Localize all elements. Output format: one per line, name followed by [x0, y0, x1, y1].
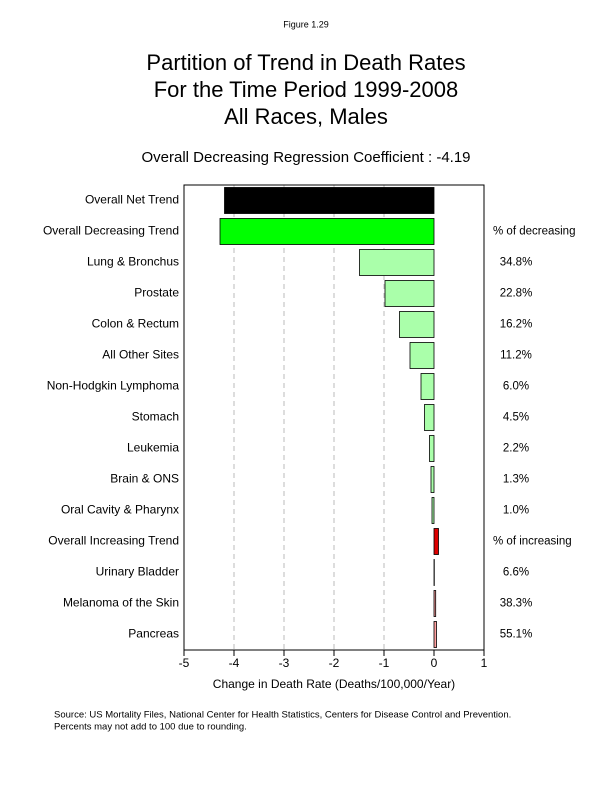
- y-tick-label: Urinary Bladder: [96, 565, 179, 579]
- y-tick-label: All Other Sites: [102, 348, 179, 362]
- y-tick-label: Pancreas: [128, 627, 179, 641]
- x-tick-label: -1: [379, 656, 390, 670]
- bar: [399, 311, 435, 338]
- share-label: 2.2%: [503, 443, 529, 455]
- x-tick-label: -5: [179, 656, 190, 670]
- bar: [224, 187, 435, 214]
- footnote: Source: US Mortality Files, National Cen…: [54, 710, 511, 721]
- bar: [219, 218, 435, 245]
- y-tick-label: Overall Net Trend: [85, 193, 179, 207]
- share-label: % of increasing: [493, 536, 572, 548]
- bar: [420, 373, 435, 400]
- share-label: 6.0%: [503, 381, 529, 393]
- y-tick-label: Lung & Bronchus: [87, 255, 179, 269]
- y-tick-label: Overall Increasing Trend: [48, 534, 179, 548]
- x-tick-label: -3: [279, 656, 290, 670]
- y-tick-label: Leukemia: [127, 441, 179, 455]
- figure-label: Figure 1.29: [283, 19, 329, 29]
- y-tick-label: Brain & ONS: [110, 472, 179, 486]
- y-tick-label: Colon & Rectum: [92, 317, 179, 331]
- bar: [431, 497, 435, 524]
- share-label: 38.3%: [500, 598, 533, 610]
- share-label: 22.8%: [500, 288, 533, 300]
- chart-title: Partition of Trend in Death Rates: [146, 50, 465, 75]
- chart-title: All Races, Males: [224, 104, 388, 129]
- share-label: 55.1%: [500, 629, 533, 641]
- x-axis-label: Change in Death Rate (Deaths/100,000/Yea…: [213, 677, 455, 691]
- bar: [359, 249, 435, 276]
- share-label: 4.5%: [503, 412, 529, 424]
- y-tick-label: Prostate: [134, 286, 179, 300]
- plot-frame: [183, 184, 485, 651]
- bar: [424, 404, 435, 431]
- x-tick-label: -4: [229, 656, 240, 670]
- chart-title: For the Time Period 1999-2008: [154, 77, 459, 102]
- share-label: 1.0%: [503, 505, 529, 517]
- y-tick-label: Melanoma of the Skin: [63, 596, 179, 610]
- y-tick-label: Overall Decreasing Trend: [43, 224, 179, 238]
- y-tick-label: Oral Cavity & Pharynx: [61, 503, 179, 517]
- share-label: 11.2%: [500, 350, 532, 362]
- bar: [433, 590, 437, 617]
- bar: [430, 466, 435, 493]
- y-tick-label: Stomach: [132, 410, 179, 424]
- bar: [429, 435, 435, 462]
- share-label: 16.2%: [500, 319, 533, 331]
- bar: [409, 342, 435, 369]
- x-tick-label: 0: [431, 656, 438, 670]
- share-label: 6.6%: [503, 567, 529, 579]
- bar: [384, 280, 435, 307]
- y-tick-label: Non-Hodgkin Lymphoma: [47, 379, 180, 393]
- subtitle: Overall Decreasing Regression Coefficien…: [141, 149, 470, 166]
- bar: [433, 621, 437, 648]
- share-label: % of decreasing: [493, 226, 575, 238]
- x-tick-label: 1: [481, 656, 488, 670]
- x-tick-label: -2: [329, 656, 340, 670]
- share-label: 34.8%: [500, 257, 533, 269]
- footnote: Percents may not add to 100 due to round…: [54, 722, 247, 733]
- share-label: 1.3%: [503, 474, 529, 486]
- bar: [433, 528, 439, 555]
